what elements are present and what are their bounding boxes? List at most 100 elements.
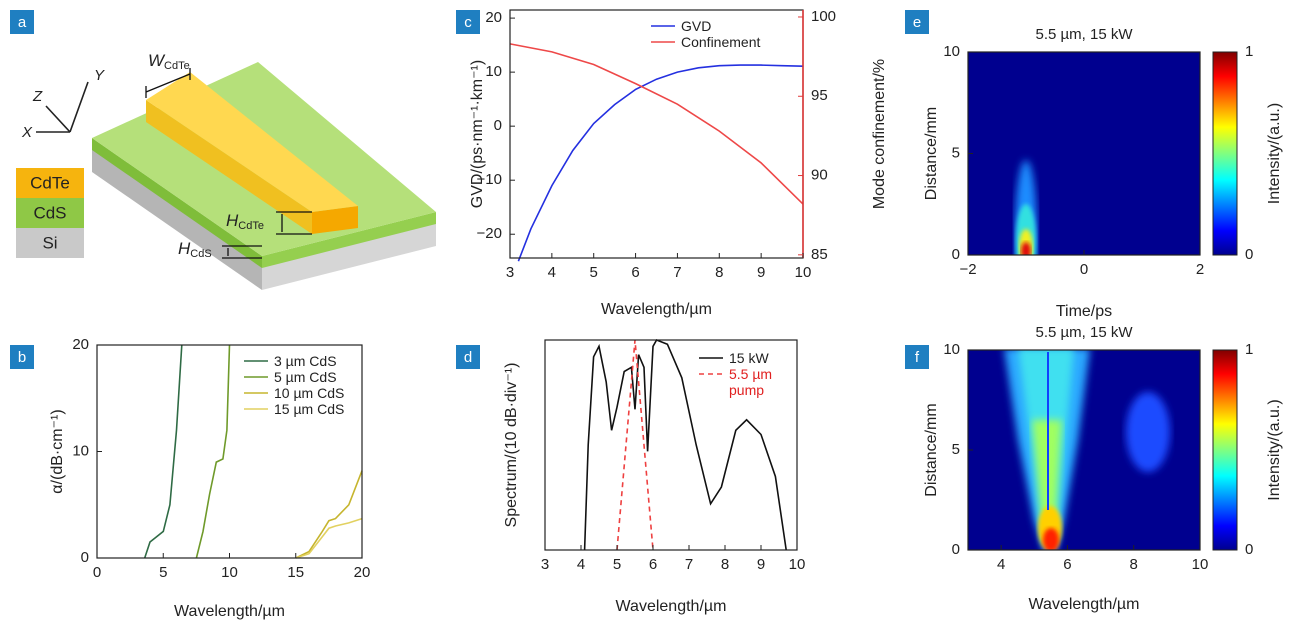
legend-label: 15 µm CdS — [274, 401, 344, 417]
material-label: CdTe — [30, 173, 70, 192]
legend-key — [244, 372, 268, 382]
panel-label: a — [18, 14, 27, 31]
x-tick-label: 10 — [221, 564, 238, 581]
colorbar-tick-label: 1 — [1245, 43, 1253, 60]
y-axis-label: GVD/(ps·nm⁻¹·km⁻¹) — [469, 60, 486, 208]
x-tick-label: 9 — [757, 264, 765, 281]
chart-title: 5.5 µm, 15 kW — [1035, 324, 1133, 341]
y2-axis-label: Mode confinement/% — [871, 59, 888, 209]
legend-label: 10 µm CdS — [274, 385, 344, 401]
x-tick-label: 4 — [997, 556, 1005, 573]
y-axis-label: Spectrum/(10 dB·div⁻¹) — [503, 363, 520, 528]
legend-label: 15 kW — [729, 350, 769, 366]
y-tick-label: 10 — [72, 442, 89, 459]
panel-label: e — [913, 14, 921, 31]
panel-label: d — [464, 349, 472, 366]
symbol: H — [178, 239, 191, 258]
heatmap-feature — [1043, 528, 1059, 552]
x-tick-label: 6 — [1063, 556, 1071, 573]
y-axis-label: Distance/mm — [923, 403, 940, 496]
x-tick-label: 6 — [631, 264, 639, 281]
colorbar-label: Intensity/(a.u.) — [1266, 399, 1283, 500]
material-label: CdS — [33, 203, 66, 222]
legend-entry: 15 kW — [699, 350, 779, 366]
colorbar-tick-label: 1 — [1245, 341, 1253, 358]
x-tick-label: 8 — [1130, 556, 1138, 573]
x-tick-label: 3 — [541, 556, 549, 573]
x-tick-label: 10 — [789, 556, 806, 573]
chart-title: 5.5 µm, 15 kW — [1035, 26, 1133, 43]
y2-tick-label: 85 — [811, 246, 828, 263]
colorbar — [1213, 350, 1237, 550]
legend-entry: 5 µm CdS — [244, 369, 354, 385]
series-line — [196, 345, 229, 558]
x-tick-label: 20 — [354, 564, 371, 581]
axis-z-label: Z — [32, 88, 43, 105]
x-tick-label: 5 — [159, 564, 167, 581]
x-tick-label: 4 — [548, 264, 556, 281]
legend-label: 5 µm CdS — [274, 369, 337, 385]
legend-entry: 15 µm CdS — [244, 401, 354, 417]
y-axis-label: Distance/mm — [923, 107, 940, 200]
y-tick-label: 5 — [952, 144, 960, 161]
legend-key — [244, 404, 268, 414]
figure-canvas: a Y Z X CdTe CdS Si WCdTe HCdTe HCdS — [0, 0, 1290, 622]
legend-entry: Confinement — [651, 34, 771, 50]
x-tick-label: 5 — [613, 556, 621, 573]
symbol: H — [226, 211, 239, 230]
panel-label: b — [18, 349, 26, 366]
legend-key — [244, 388, 268, 398]
x-axis-label: Time/ps — [1056, 303, 1112, 320]
y-tick-label: 10 — [485, 63, 502, 80]
y-tick-label: 0 — [494, 117, 502, 134]
x-tick-label: 8 — [715, 264, 723, 281]
series-line — [296, 471, 362, 558]
panel-label: c — [464, 14, 472, 31]
subscript: CdS — [190, 248, 211, 260]
x-tick-label: 3 — [506, 264, 514, 281]
legend-key — [244, 356, 268, 366]
y-axis-label: α/(dB·cm⁻¹) — [49, 409, 66, 493]
y-tick-label: 20 — [485, 9, 502, 26]
colorbar-tick-label: 0 — [1245, 246, 1253, 263]
heatmap-feature — [1021, 242, 1031, 260]
x-tick-label: 7 — [685, 556, 693, 573]
x-tick-label: 9 — [757, 556, 765, 573]
x-tick-label: 5 — [590, 264, 598, 281]
legend-entry: GVD — [651, 18, 771, 34]
y2-tick-label: 95 — [811, 87, 828, 104]
y2-tick-label: 100 — [811, 8, 836, 25]
x-tick-label: 10 — [1192, 556, 1209, 573]
heatmap-background — [968, 52, 1200, 255]
series-line — [145, 345, 182, 558]
legend-entry: 5.5 µm pump — [699, 366, 779, 398]
x-axis-label: Wavelength/µm — [616, 598, 727, 615]
y-tick-label: 0 — [952, 541, 960, 558]
colorbar-tick-label: 0 — [1245, 541, 1253, 558]
legend-entry: 3 µm CdS — [244, 353, 354, 369]
x-tick-label: 4 — [577, 556, 585, 573]
y-tick-label: 10 — [943, 341, 960, 358]
axis-glyph — [36, 82, 88, 132]
material-label: Si — [42, 233, 57, 252]
legend-key — [651, 21, 675, 31]
axis-y-label: Y — [94, 67, 105, 84]
x-axis-label: Wavelength/µm — [1029, 596, 1140, 613]
legend-key — [699, 369, 723, 379]
x-tick-label: 0 — [93, 564, 101, 581]
series-line — [510, 44, 803, 204]
heatmap-image — [968, 348, 1200, 552]
axis-x-label: X — [21, 124, 33, 141]
x-tick-label: 7 — [673, 264, 681, 281]
x-tick-label: 2 — [1196, 261, 1204, 278]
y-tick-label: −20 — [477, 225, 502, 242]
legend-entry: 10 µm CdS — [244, 385, 354, 401]
x-tick-label: 15 — [287, 564, 304, 581]
x-tick-label: 8 — [721, 556, 729, 573]
x-tick-label: 0 — [1080, 261, 1088, 278]
legend-key — [651, 37, 675, 47]
y-tick-label: 10 — [943, 43, 960, 60]
